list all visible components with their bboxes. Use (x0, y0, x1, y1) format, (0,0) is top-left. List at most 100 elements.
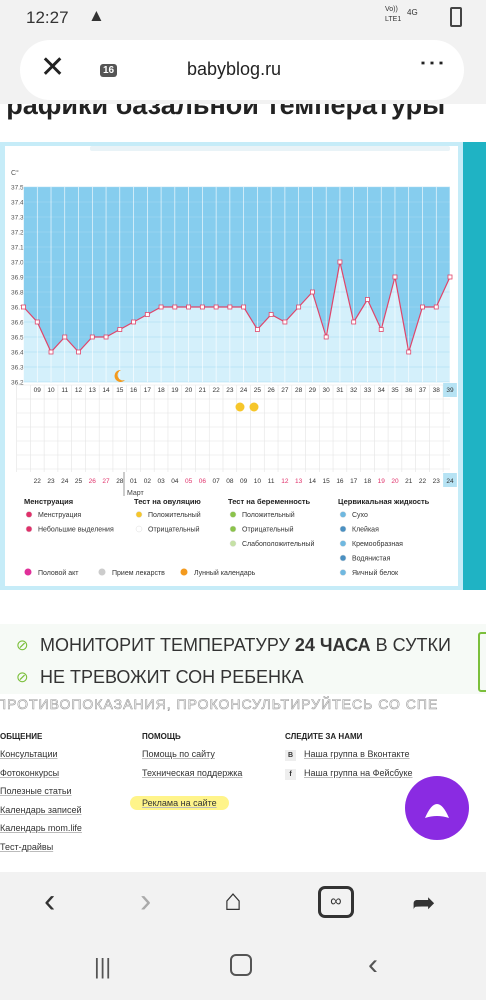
legend-title: Тест на овуляцию (134, 497, 201, 506)
footer-link[interactable]: f Наша группа на Фейсбуке (285, 764, 413, 783)
link-text: Помощь по сайту (142, 749, 215, 759)
y-tick-label: 36.8 (11, 290, 24, 297)
footer-link[interactable]: Помощь по сайту (142, 745, 242, 764)
link-text: Календарь mom.life (0, 823, 82, 833)
legend-item: Прием лекарств (112, 570, 165, 577)
x-tick-label: 32 (350, 387, 358, 394)
point (227, 304, 233, 310)
point (310, 289, 315, 295)
footer-title: ПОМОЩЬ (142, 732, 181, 741)
x-tick-label: 27 (281, 387, 289, 394)
ovulation-positive (249, 402, 259, 412)
scrollbar[interactable] (90, 146, 450, 151)
x-tick-label: 23 (226, 387, 234, 394)
date-label: 18 (364, 478, 372, 485)
x-tick-label: 30 (323, 387, 331, 394)
footer-link[interactable]: Календарь записей (0, 801, 82, 820)
link-text: Наша группа в Вконтакте (304, 749, 410, 759)
footer-title: СЛЕДИТЕ ЗА НАМИ (285, 732, 363, 741)
battery (450, 7, 462, 27)
status-bar: 12:27 ▲ Vo)) LTE1 4G (0, 0, 486, 36)
legend-icon (339, 540, 347, 547)
x-tick-label: 36 (405, 387, 413, 394)
link-text: Полезные статьи (0, 786, 72, 796)
check-icon: ⊘ (16, 637, 29, 654)
ad-bold: 24 ЧАСА (294, 635, 371, 655)
menu[interactable]: ⋮ (418, 50, 448, 76)
x-tick-label: 21 (199, 387, 207, 394)
close-button[interactable]: ✕ (40, 51, 66, 84)
back[interactable]: ‹ (44, 882, 56, 920)
lte: LTE1 (385, 16, 402, 23)
warning-icon: ▲ (88, 6, 105, 25)
date-label: 01 (130, 478, 138, 485)
recents[interactable]: ||| (94, 954, 112, 979)
date-label: 24 (61, 478, 69, 485)
y-tick-label: 36.2 (11, 380, 24, 387)
footer-link[interactable]: Техническая поддержка (142, 764, 242, 783)
date-label: 05 (185, 478, 193, 485)
point (144, 312, 150, 317)
legend-item: Кремообразная (352, 540, 403, 548)
legend-icon (135, 511, 143, 518)
footer-link[interactable]: Календарь mom.life (0, 819, 82, 838)
legend-icon (339, 511, 347, 518)
assistant-button[interactable] (405, 776, 469, 840)
share[interactable]: ➦ (412, 887, 436, 918)
date-label: 19 (378, 478, 386, 485)
url[interactable]: babyblog.ru (187, 59, 282, 79)
date-label: 23 (433, 478, 441, 485)
footer-link[interactable]: Полезные статьи (0, 782, 82, 801)
chart: C° 36.2 36.3 36.4 36.5 36.6 36.7 36.8 36.9 37.0 37… (5, 146, 458, 586)
point (392, 274, 398, 280)
footer-column: СЛЕДИТЕ ЗА НАМИ B Наша группа в Вконтакте f… (285, 732, 413, 782)
point (323, 334, 329, 340)
ad-banner[interactable]: ⊘ МОНИТОРИТ ТЕМПЕРАТУРУ 24 ЧАСА В СУТКИ … (0, 624, 486, 694)
footer-link[interactable]: Фотоконкурсы (0, 764, 82, 783)
ad-warning-box: ПРОТИВОПОКАЗАНИЯ, ПРОКОНСУЛЬТИРУЙТЕСЬ СО… (0, 694, 486, 714)
x-tick-label: 35 (391, 387, 399, 394)
footer-link[interactable]: Тест-драйвы (0, 838, 82, 857)
x-tick-label: 18 (157, 387, 165, 394)
url-bar[interactable] (20, 40, 464, 100)
y-unit: C° (11, 169, 19, 177)
legend-title: Цервикальная жидкость (338, 497, 430, 506)
footer-link[interactable]: B Наша группа в Вконтакте (285, 745, 413, 764)
forward[interactable]: › (140, 882, 152, 920)
home[interactable]: ⌂ (224, 884, 243, 917)
home-sys[interactable] (230, 954, 252, 976)
link-text: Наша группа на Фейсбуке (304, 767, 413, 778)
legend-item: Лунный календарь (194, 569, 256, 577)
ad-text: В СУТКИ (370, 635, 451, 655)
legend-item: Положительный (148, 511, 201, 519)
point (433, 304, 439, 310)
footer-link[interactable]: Консультации (0, 745, 82, 764)
system-nav: ||| ‹ (0, 936, 486, 1000)
y-tick-label: 36.6 (11, 320, 24, 327)
back-sys[interactable]: ‹ (368, 948, 378, 981)
point (337, 259, 343, 265)
moon-icon (114, 369, 125, 382)
link-text: Тест-драйвы (0, 841, 54, 852)
x-tick-label: 20 (185, 387, 193, 394)
x-tick-label: 25 (254, 387, 262, 394)
x-tick-label: 15 (116, 387, 124, 394)
legend-title: Менструация (24, 497, 73, 506)
footer-link[interactable]: Реклама на сайте (130, 794, 242, 813)
x-tick-label: 10 (47, 387, 55, 394)
footer-column: ПОМОЩЬ Помощь по сайту Техническая поддерж… (130, 732, 242, 813)
tabs[interactable]: ∞ (318, 886, 354, 918)
x-tick-label: 13 (89, 387, 97, 394)
footer-title: ОБЩЕНИЕ (0, 732, 43, 741)
date-label: 24 (446, 478, 454, 485)
x-tick-label: 38 (433, 387, 441, 394)
tab-count[interactable]: 16 (100, 64, 118, 77)
side-panel (463, 142, 486, 590)
point (406, 349, 412, 355)
y-tick-label: 37.5 (11, 185, 24, 192)
point (48, 349, 54, 355)
date-label: 08 (226, 478, 234, 485)
point (447, 274, 453, 280)
point (21, 304, 26, 310)
date-label: 07 (212, 478, 220, 485)
